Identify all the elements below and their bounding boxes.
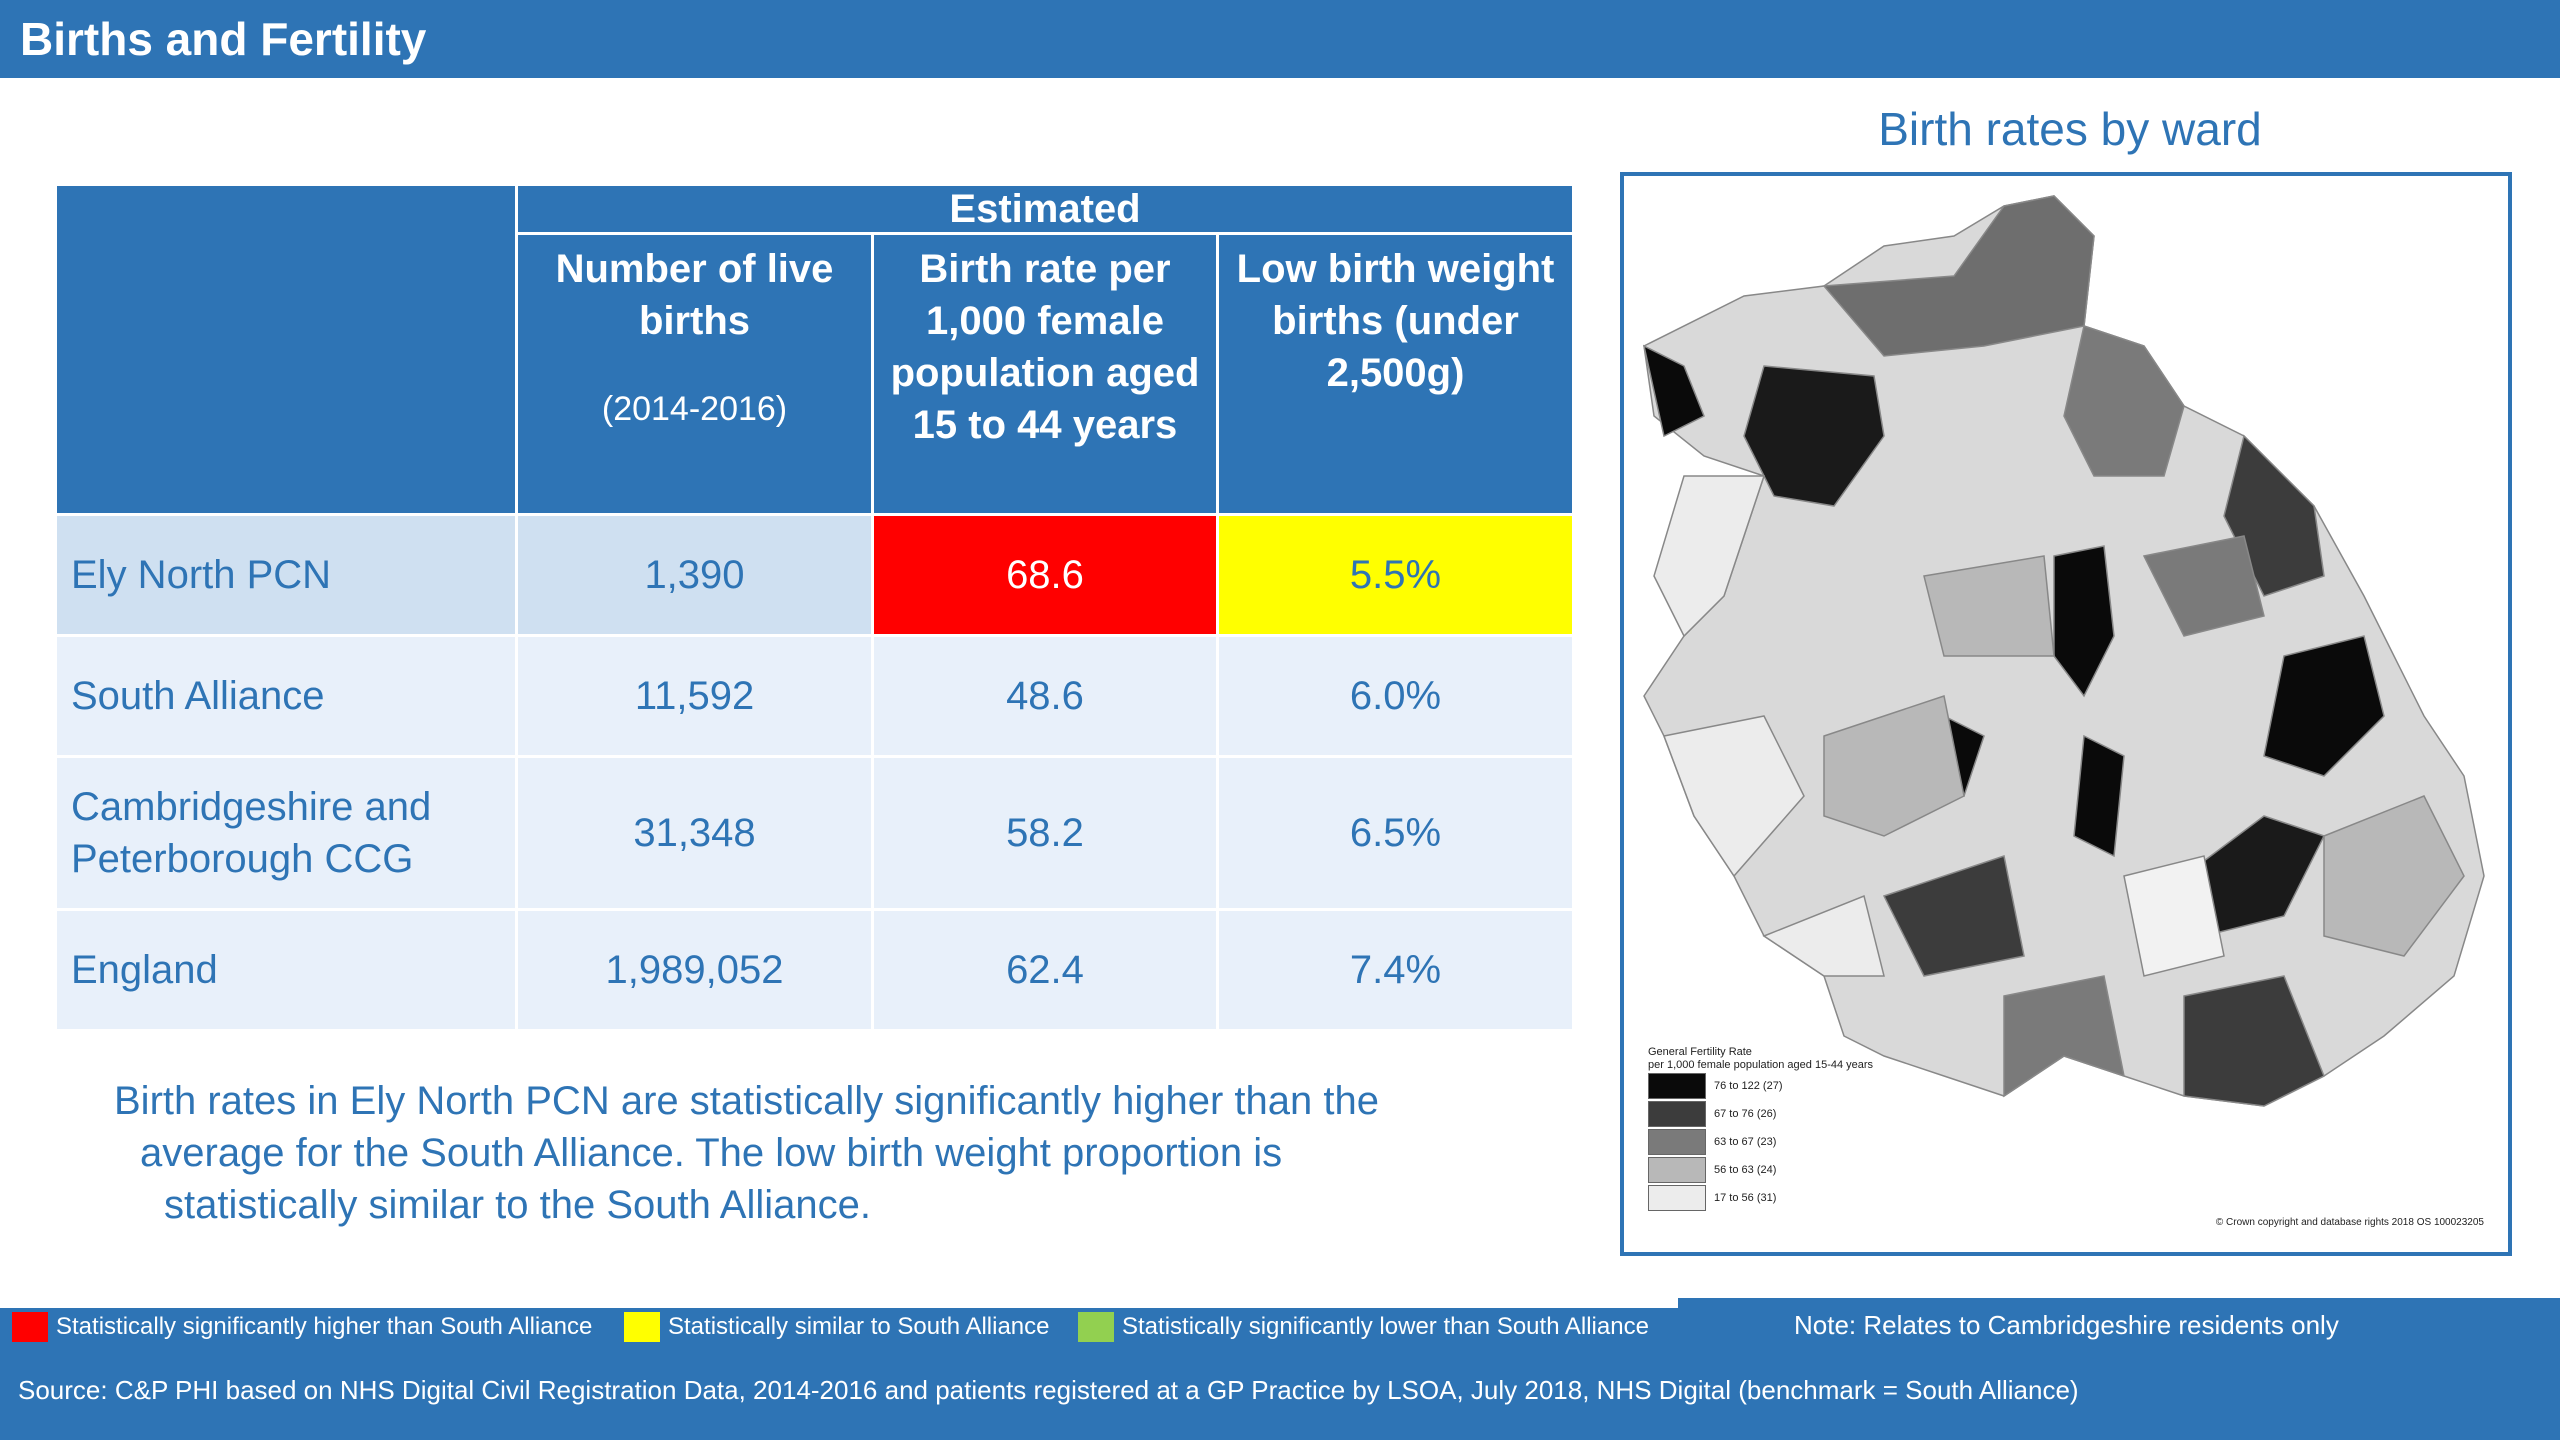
map-region — [2123, 855, 2225, 977]
commentary-text: Birth rates in Ely North PCN are statist… — [114, 1075, 1514, 1231]
key-label: Statistically significantly lower than S… — [1122, 1313, 1649, 1340]
row-label: Cambridgeshire and Peterborough CCG — [54, 755, 518, 911]
legend-item: 67 to 76 (26) — [1648, 1100, 1873, 1128]
map-legend: General Fertility Rate per 1,000 female … — [1648, 1046, 1873, 1212]
table-row: England 1,989,052 62.4 7.4% — [54, 908, 1576, 1032]
map-region — [1923, 555, 2055, 657]
row-label: Ely North PCN — [54, 513, 518, 637]
map-region — [1653, 475, 1766, 638]
map-region — [2063, 325, 2185, 477]
col-header-birth-rate: Birth rate per 1,000 female population a… — [871, 232, 1219, 516]
key-item-lower: Statistically significantly lower than S… — [1078, 1312, 1649, 1342]
source-text: Source: C&P PHI based on NHS Digital Civ… — [18, 1375, 2079, 1405]
footer-note: Note: Relates to Cambridgeshire resident… — [1794, 1310, 2339, 1340]
map-region — [1662, 715, 1805, 878]
page-title: Births and Fertility — [20, 13, 427, 65]
map-region — [1882, 855, 2025, 977]
legend-label: 17 to 56 (31) — [1714, 1192, 1777, 1204]
commentary-line: statistically similar to the South Allia… — [164, 1183, 871, 1227]
legend-swatch — [1648, 1185, 1706, 1211]
cell-births: 1,390 — [515, 513, 874, 637]
cell-lbw: 7.4% — [1215, 908, 1576, 1032]
map-region — [2053, 545, 2115, 698]
map-region — [1642, 344, 1705, 438]
cell-lbw: 6.0% — [1215, 634, 1576, 758]
col-header-period: (2014-2016) — [601, 390, 788, 428]
cell-lbw: 5.5% — [1215, 513, 1576, 637]
header-bar: Births and Fertility — [0, 0, 2560, 78]
births-table: Estimated Number of live births (2014-20… — [54, 183, 1576, 1032]
cell-rate: 68.6 — [871, 513, 1219, 637]
map-region — [2073, 734, 2125, 858]
map-region — [2003, 975, 2125, 1098]
row-label: South Alliance — [54, 634, 518, 758]
col-header-live-births: Number of live births (2014-2016) — [515, 232, 874, 516]
ward-map-image — [1642, 195, 2485, 1107]
legend-title: General Fertility Rate — [1648, 1046, 1752, 1058]
key-swatch — [12, 1312, 48, 1342]
row-label: England — [54, 908, 518, 1032]
key-swatch — [624, 1312, 660, 1342]
legend-subtitle: per 1,000 female population aged 15-44 y… — [1648, 1059, 1874, 1071]
legend-item: 17 to 56 (31) — [1648, 1184, 1873, 1212]
map-region — [2323, 795, 2465, 957]
commentary-line: Birth rates in Ely North PCN are statist… — [114, 1079, 1379, 1123]
key-label: Statistically similar to South Alliance — [668, 1313, 1050, 1340]
ward-map: General Fertility Rate per 1,000 female … — [1620, 172, 2512, 1256]
table-row: Cambridgeshire and Peterborough CCG 31,3… — [54, 755, 1576, 911]
col-header-label: Birth rate per 1,000 female population a… — [890, 247, 1200, 447]
map-region — [1743, 365, 1885, 507]
key-item-higher: Statistically significantly higher than … — [12, 1312, 592, 1342]
legend-item: 56 to 63 (24) — [1648, 1156, 1873, 1184]
table-row: South Alliance 11,592 48.6 6.0% — [54, 634, 1576, 758]
map-region — [2263, 635, 2385, 777]
cell-births: 11,592 — [515, 634, 874, 758]
cell-rate: 62.4 — [871, 908, 1219, 1032]
map-title: Birth rates by ward — [1878, 103, 2262, 155]
legend-label: 56 to 63 (24) — [1714, 1164, 1777, 1176]
legend-item: 63 to 67 (23) — [1648, 1128, 1873, 1156]
commentary-line: average for the South Alliance. The low … — [140, 1131, 1283, 1175]
map-copyright: © Crown copyright and database rights 20… — [2215, 1217, 2484, 1228]
estimated-header: Estimated — [514, 183, 1576, 235]
cell-lbw: 6.5% — [1215, 755, 1576, 911]
legend-label: 63 to 67 (23) — [1714, 1136, 1777, 1148]
table-corner — [54, 183, 518, 516]
key-separator — [0, 1298, 1678, 1308]
cell-births: 1,989,052 — [515, 908, 874, 1032]
key-label: Statistically significantly higher than … — [56, 1313, 593, 1340]
map-region — [2183, 975, 2325, 1107]
map-region — [1823, 695, 1965, 837]
map-region — [2142, 535, 2265, 637]
legend-label: 76 to 122 (27) — [1714, 1080, 1783, 1092]
legend-swatch — [1648, 1129, 1706, 1155]
legend-swatch — [1648, 1073, 1706, 1099]
col-header-label: Low birth weight births (under 2,500g) — [1236, 247, 1555, 395]
key-swatch — [1078, 1312, 1114, 1342]
legend-swatch — [1648, 1101, 1706, 1127]
legend-item: 76 to 122 (27) — [1648, 1072, 1873, 1100]
cell-rate: 58.2 — [871, 755, 1219, 911]
table-row: Ely North PCN 1,390 68.6 5.5% — [54, 513, 1576, 637]
map-region — [1822, 195, 2095, 357]
col-header-label: Number of live births — [555, 247, 834, 343]
legend-swatch — [1648, 1157, 1706, 1183]
cell-rate: 48.6 — [871, 634, 1219, 758]
map-region — [1762, 894, 1885, 977]
col-header-low-birth-weight: Low birth weight births (under 2,500g) — [1215, 232, 1576, 516]
key-item-similar: Statistically similar to South Alliance — [624, 1312, 1050, 1342]
legend-label: 67 to 76 (26) — [1714, 1108, 1777, 1120]
cell-births: 31,348 — [515, 755, 874, 911]
footer-bar — [0, 1298, 2560, 1440]
